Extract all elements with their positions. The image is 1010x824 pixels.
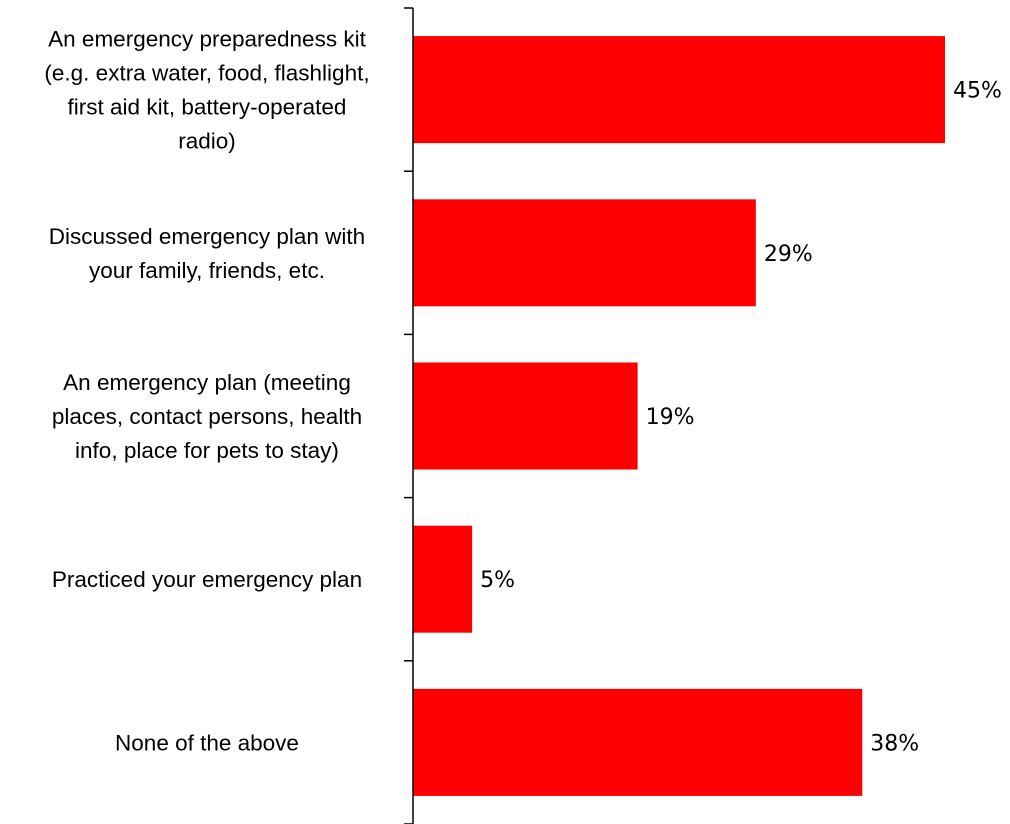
category-label: An emergency plan (meeting places, contac…: [52, 370, 362, 463]
bar: [413, 688, 863, 796]
category-label-line: first aid kit, battery-operated: [68, 95, 347, 120]
category-label-line: your family, friends, etc.: [89, 258, 325, 283]
category-label-line: Discussed emergency plan with: [49, 224, 365, 249]
category-label-line: (e.g. extra water, food, flashlight,: [44, 61, 369, 86]
category-labels: An emergency preparedness kit (e.g. extra…: [44, 27, 369, 756]
category-label-line: Practiced your emergency plan: [52, 567, 362, 592]
category-label-line: radio): [178, 129, 236, 154]
bars: [413, 36, 945, 796]
category-label: None of the above: [115, 730, 299, 755]
category-label-line: info, place for pets to stay): [75, 438, 339, 463]
bar: [413, 36, 945, 144]
value-labels: 45% 29% 19% 5% 38%: [480, 79, 1002, 757]
category-label-line: An emergency preparedness kit: [48, 27, 366, 52]
category-label: Discussed emergency plan with your family…: [49, 224, 365, 283]
bar: [413, 525, 473, 633]
y-axis: [404, 7, 414, 824]
data-label: 38%: [870, 731, 919, 756]
bar: [413, 362, 638, 470]
category-label-line: None of the above: [115, 730, 299, 755]
bar: [413, 199, 756, 307]
data-label: 29%: [764, 242, 813, 267]
category-label-line: An emergency plan (meeting: [63, 370, 351, 395]
data-label: 5%: [480, 568, 515, 593]
category-label: Practiced your emergency plan: [52, 567, 362, 592]
category-label: An emergency preparedness kit (e.g. extra…: [44, 27, 369, 154]
data-label: 45%: [953, 79, 1002, 104]
category-label-line: places, contact persons, health: [52, 404, 362, 429]
data-label: 19%: [646, 405, 695, 430]
